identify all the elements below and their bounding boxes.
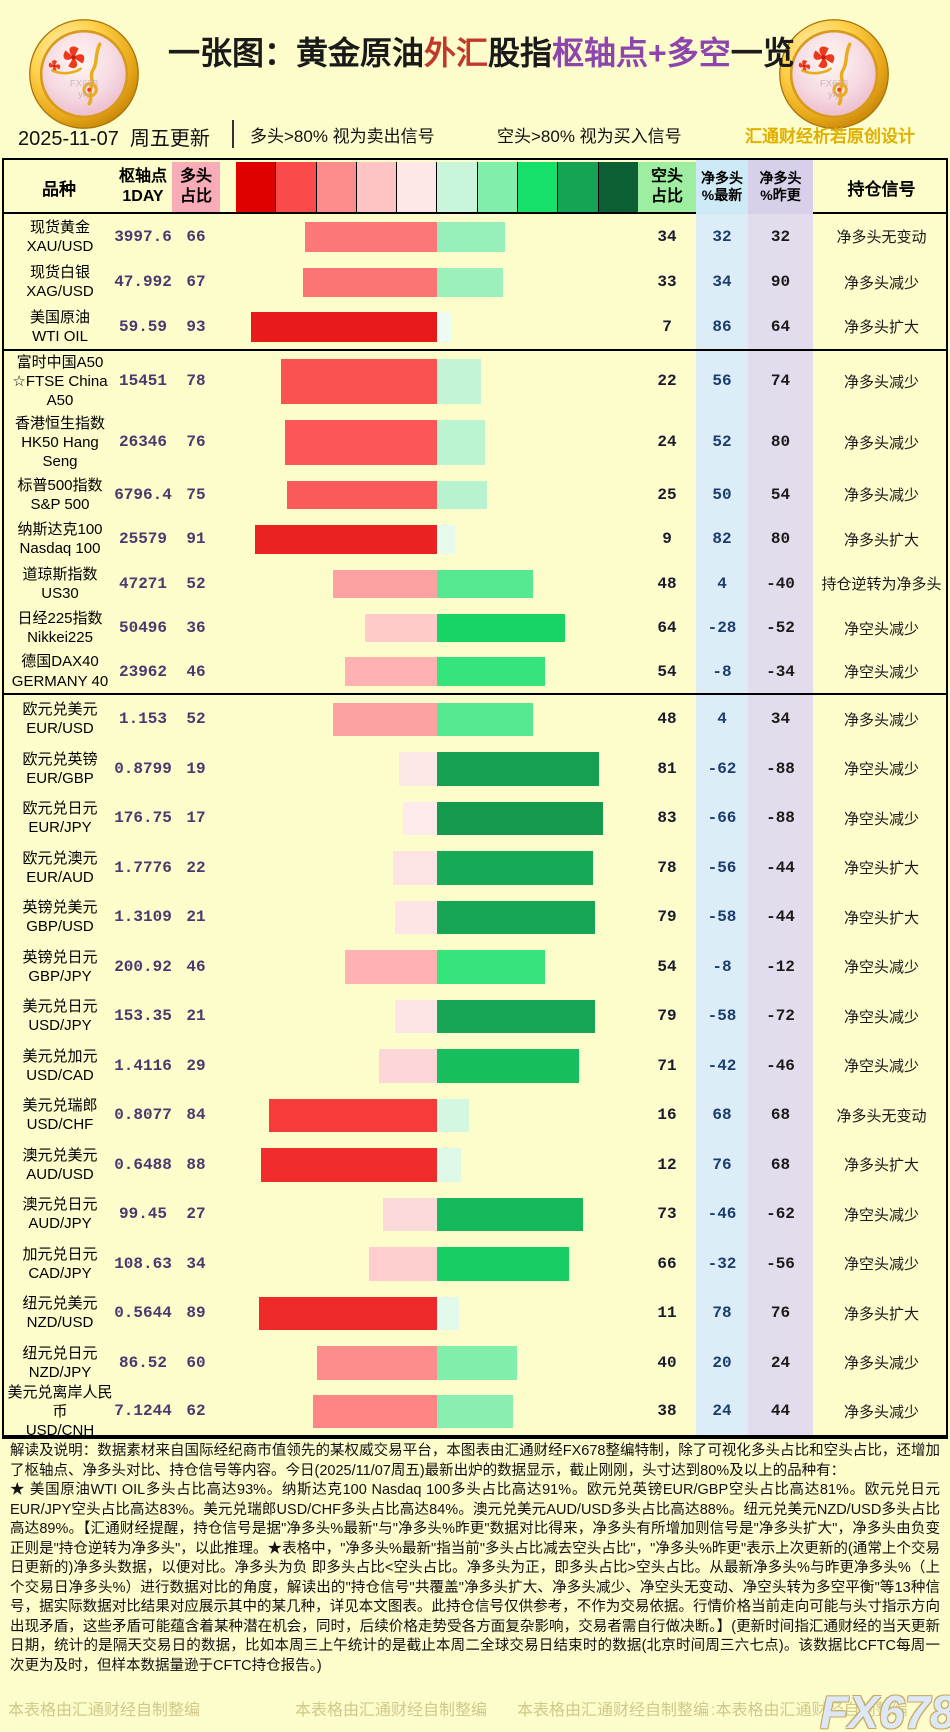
svg-text:yly: yly	[828, 89, 840, 100]
svg-text:FX678: FX678	[70, 78, 98, 89]
svg-text:FX678: FX678	[820, 78, 848, 89]
svg-text:yly: yly	[78, 89, 90, 100]
